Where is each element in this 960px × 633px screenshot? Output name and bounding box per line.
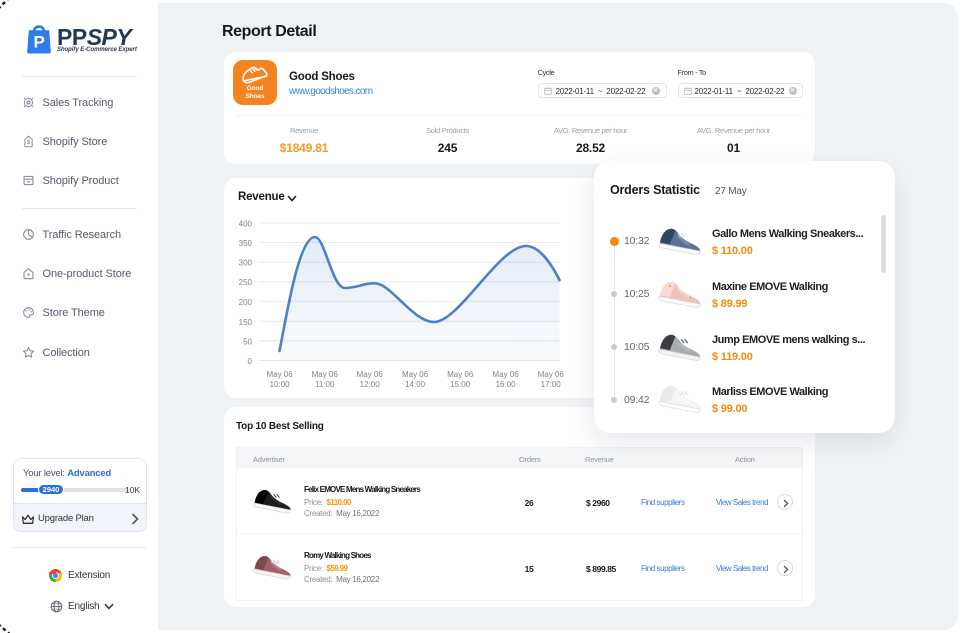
svg-text:200: 200 <box>239 298 253 307</box>
svg-text:11:00: 11:00 <box>315 380 335 389</box>
svg-text:P: P <box>34 33 45 52</box>
svg-text:May 06: May 06 <box>447 370 474 379</box>
svg-text:300: 300 <box>239 259 253 268</box>
svg-text:15:00: 15:00 <box>450 380 471 389</box>
svg-text:May 06: May 06 <box>266 370 293 379</box>
svg-text:400: 400 <box>239 220 253 229</box>
svg-text:12:00: 12:00 <box>360 380 381 389</box>
svg-text:50: 50 <box>243 337 252 346</box>
svg-text:10:00: 10:00 <box>270 380 291 389</box>
svg-text:17:00: 17:00 <box>541 380 562 389</box>
svg-text:0: 0 <box>248 357 253 366</box>
svg-text:May 06: May 06 <box>402 370 429 379</box>
svg-text:16:00: 16:00 <box>496 380 517 389</box>
svg-text:250: 250 <box>239 278 253 287</box>
svg-text:$: $ <box>26 139 30 146</box>
svg-text:350: 350 <box>239 239 253 248</box>
svg-text:May 06: May 06 <box>312 370 339 379</box>
svg-text:May 06: May 06 <box>492 370 519 379</box>
svg-text:May 06: May 06 <box>538 370 565 379</box>
svg-text:14:00: 14:00 <box>405 380 426 389</box>
svg-text:May 06: May 06 <box>357 370 384 379</box>
svg-text:150: 150 <box>239 318 253 327</box>
